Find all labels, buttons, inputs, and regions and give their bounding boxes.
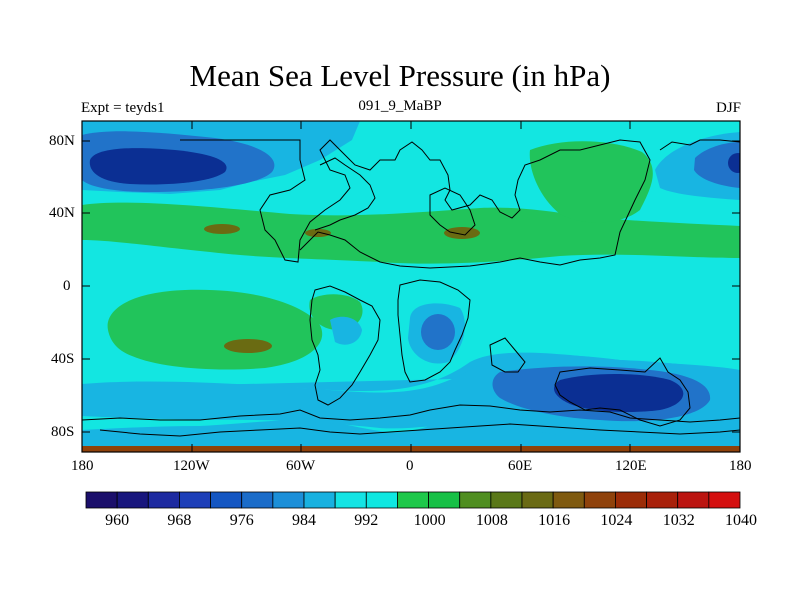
south-low-core (554, 374, 684, 412)
northeast-low-core (728, 153, 740, 173)
latitude-ticks (82, 140, 740, 433)
high-core-1 (204, 224, 240, 234)
colorbar-label: 976 (229, 512, 254, 529)
coastline-south-america (309, 285, 381, 406)
colorbar (85, 491, 741, 509)
season-label: DJF (715, 100, 741, 116)
colorbar-label: 1032 (662, 512, 695, 529)
south-high-core (224, 339, 272, 353)
colorbar-label: 1016 (538, 512, 571, 529)
colorbar-label: 960 (105, 512, 130, 529)
experiment-label: Expt = teyds1 (81, 100, 165, 116)
map-title: Mean Sea Level Pressure (in hPa) (189, 58, 611, 93)
coastline-north-detail (314, 157, 376, 231)
colorbar-swatch (85, 491, 118, 509)
lon-label-60w: 60W (286, 458, 316, 474)
lat-label-80n: 80N (49, 133, 75, 149)
lon-label-180w: 180 (71, 458, 94, 474)
colorbar-label: 992 (354, 512, 379, 529)
lat-label-80s: 80S (51, 424, 75, 440)
colorbar-swatch (147, 491, 180, 509)
pressure-field (82, 121, 740, 452)
coastline-north-left (180, 139, 651, 269)
coastline-africa (397, 279, 471, 383)
lat-label-40s: 40S (51, 351, 75, 367)
lon-label-120e: 120E (615, 458, 647, 474)
coastline-antarctica-2 (99, 423, 740, 437)
colorbar-swatch (708, 491, 741, 509)
colorbar-swatch (615, 491, 647, 509)
north-low-core (89, 148, 227, 185)
longitude-ticks (81, 121, 741, 452)
colorbar-swatch (428, 491, 461, 509)
lon-label-0: 0 (406, 458, 414, 474)
colorbar-swatch (365, 491, 398, 509)
colorbar-label: 968 (167, 512, 192, 529)
lat-label-0: 0 (63, 278, 71, 294)
lon-label-120w: 120W (173, 458, 210, 474)
colorbar-swatch (397, 491, 429, 509)
colorbar-label: 984 (292, 512, 316, 529)
colorbar-swatch (677, 491, 710, 509)
coastlines (82, 139, 740, 437)
colorbar-swatch (241, 491, 274, 509)
high-core-3 (444, 227, 480, 239)
north-high-band-ext (529, 141, 653, 223)
lat-label-40n: 40N (49, 205, 75, 221)
coastline-india (489, 337, 526, 373)
coastline-europe (429, 187, 476, 236)
colorbar-label: 1000 (413, 512, 446, 529)
high-core-2 (305, 229, 331, 237)
colorbar-swatch (646, 491, 679, 509)
central-low-light-2 (330, 316, 362, 345)
colorbar-label: 1040 (725, 512, 757, 529)
coastline-antarctica (82, 404, 740, 423)
time-label: 091_9_MaBP (358, 98, 442, 114)
colorbar-swatch (334, 491, 367, 509)
colorbar-swatch (116, 491, 149, 509)
colorbar-swatch (459, 491, 492, 509)
colorbar-swatch (552, 491, 585, 509)
northeast-low-mid (694, 142, 740, 188)
lon-label-60e: 60E (508, 458, 533, 474)
colorbar-swatch (210, 491, 243, 509)
colorbar-label: 1008 (475, 512, 508, 529)
lon-label-180e: 180 (729, 458, 752, 474)
coastline-australia (554, 357, 691, 427)
colorbar-swatch (490, 491, 523, 509)
colorbar-swatch (583, 491, 616, 509)
colorbar-swatch (303, 491, 336, 509)
colorbar-swatch (272, 491, 305, 509)
colorbar-swatch (179, 491, 211, 509)
colorbar-swatch (521, 491, 554, 509)
colorbar-label: 1024 (600, 512, 633, 529)
coastline-north-right (659, 139, 740, 151)
central-low-core (421, 314, 455, 350)
